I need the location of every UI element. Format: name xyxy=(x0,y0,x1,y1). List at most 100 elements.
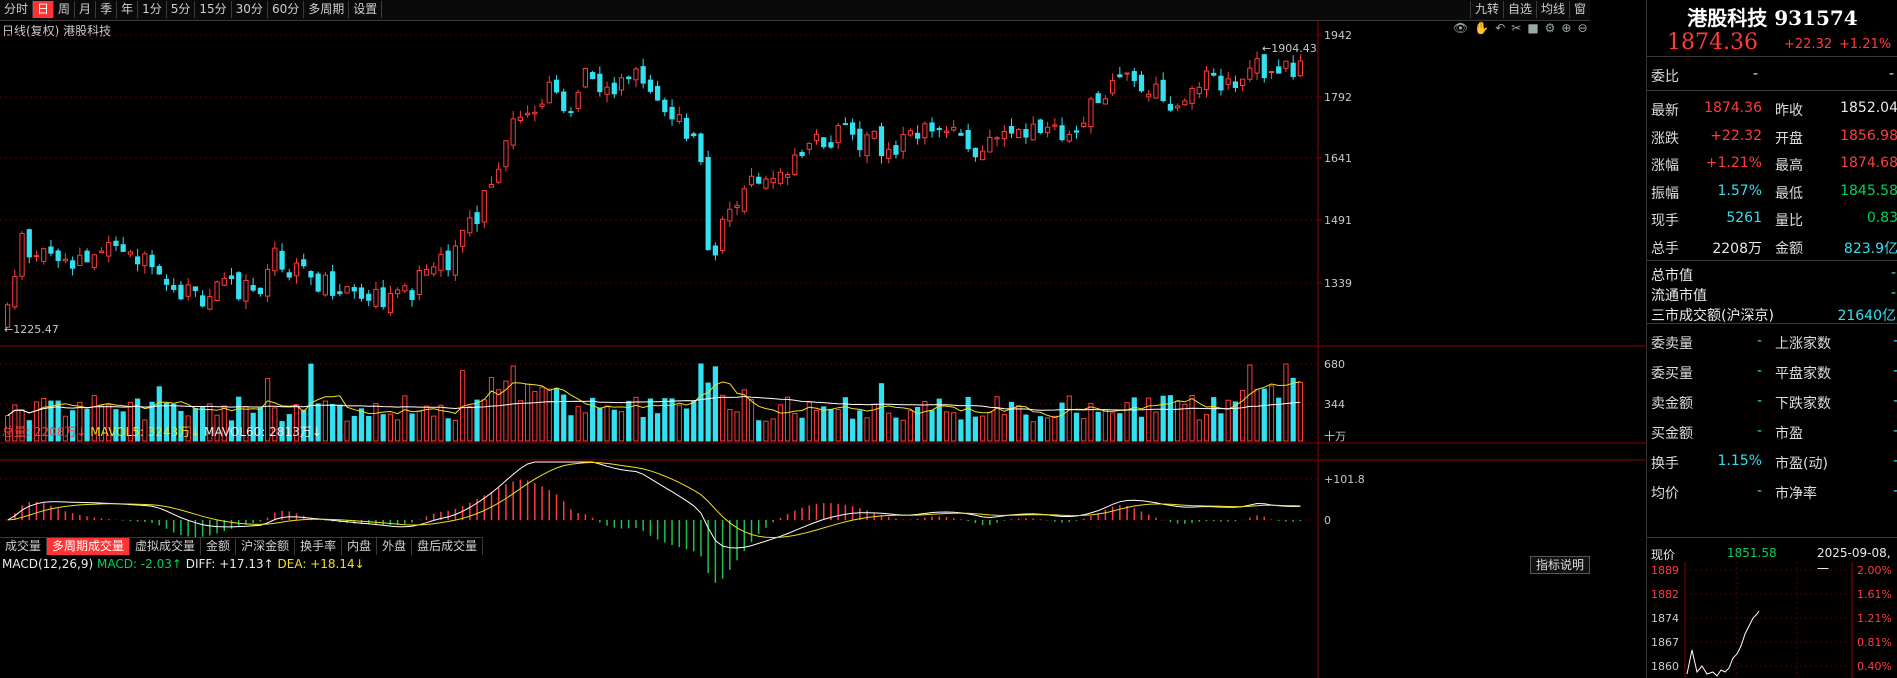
market-label: 总市值 xyxy=(1651,268,1693,284)
volume-bar xyxy=(395,419,401,442)
quote-value: 1845.58 xyxy=(1840,182,1897,199)
minus-circle-icon[interactable]: ⊖ xyxy=(1577,21,1588,35)
volume-bar xyxy=(1290,377,1296,442)
volume-bar xyxy=(980,415,986,442)
volume-bar xyxy=(330,404,336,442)
candle-body xyxy=(438,253,444,271)
period-tab-1[interactable]: 日 xyxy=(33,1,55,18)
candle-body xyxy=(1297,60,1304,77)
indicator-tab-3[interactable]: 金额 xyxy=(201,538,237,555)
volume-bar xyxy=(929,410,935,442)
lock-icon[interactable]: ■ xyxy=(1527,21,1539,35)
indicator-tab-7[interactable]: 外盘 xyxy=(377,538,413,555)
volume-bar xyxy=(373,402,379,442)
candle-body xyxy=(561,91,567,112)
period-tab-8[interactable]: 15分 xyxy=(195,1,232,18)
breadth-row: 均价 - 市净率 - xyxy=(1647,477,1897,505)
period-tab-11[interactable]: 多周期 xyxy=(304,1,350,18)
wei-bi-right: - xyxy=(1888,66,1894,82)
candle-body xyxy=(792,154,798,175)
indicator-tab-0[interactable]: 成交量 xyxy=(0,538,48,555)
period-tab-6[interactable]: 1分 xyxy=(138,1,167,18)
candle-body xyxy=(539,103,545,107)
intraday-right-label: 0.40% xyxy=(1857,660,1892,673)
period-tab-10[interactable]: 60分 xyxy=(268,1,305,18)
candle-body xyxy=(1261,54,1267,79)
candle-body xyxy=(135,256,141,265)
indicator-help-button[interactable]: 指标说明 xyxy=(1530,556,1591,574)
indicator-tab-5[interactable]: 换手率 xyxy=(295,538,343,555)
indicator-tab-4[interactable]: 沪深金额 xyxy=(236,538,296,555)
mavol5-line xyxy=(7,381,1301,419)
right-tools: 九转 自选 均线窗 xyxy=(1469,1,1590,18)
indicator-tab-8[interactable]: 盘后成交量 xyxy=(412,538,484,555)
candle-body xyxy=(344,286,350,294)
period-tab-12[interactable]: 设置 xyxy=(349,1,383,18)
period-tab-3[interactable]: 月 xyxy=(75,1,97,18)
candle-body xyxy=(257,287,263,295)
candle-body xyxy=(582,67,588,88)
period-tab-4[interactable]: 季 xyxy=(96,1,118,18)
undo-icon[interactable]: ↶ xyxy=(1495,21,1506,35)
volume-bar xyxy=(1059,402,1065,442)
breadth-label: 卖金额 xyxy=(1651,396,1693,412)
volume-bar xyxy=(1110,412,1116,442)
candle-body xyxy=(1211,72,1217,76)
indicator-tab-2[interactable]: 虚拟成交量 xyxy=(130,538,202,555)
plus-circle-icon[interactable]: ⊕ xyxy=(1561,21,1572,35)
candle-body xyxy=(893,145,899,155)
indicator-tab-1[interactable]: 多周期成交量 xyxy=(47,538,131,555)
volume-bar xyxy=(380,414,386,442)
scissors-icon[interactable]: ✂ xyxy=(1511,21,1522,35)
volume-bar xyxy=(488,377,495,442)
quote-row: 现手 5261 量比 0.83 xyxy=(1647,204,1897,232)
volume-bar xyxy=(517,400,523,442)
breadth-label: 市净率 xyxy=(1775,486,1817,502)
candle-body xyxy=(48,246,54,254)
period-tab-2[interactable]: 周 xyxy=(54,1,76,18)
candle-body xyxy=(77,254,83,266)
candle-body xyxy=(1102,98,1109,105)
gear-icon[interactable]: ⚙ xyxy=(1544,21,1556,35)
quote-value: 823.9亿 xyxy=(1843,240,1897,257)
volume-bar xyxy=(474,399,480,442)
breadth-label: 市盈(动) xyxy=(1775,456,1828,472)
tool-button-0[interactable]: 九转 xyxy=(1469,1,1503,18)
tool-button-3[interactable]: 窗 xyxy=(1568,1,1590,18)
candle-body xyxy=(315,273,321,292)
volume-bar xyxy=(756,420,762,442)
mavol60-label: MAVOL60: 2813万↓ xyxy=(204,425,322,439)
period-tab-5[interactable]: 年 xyxy=(117,1,139,18)
volume-bar xyxy=(1182,403,1188,442)
period-tab-0[interactable]: 分时 xyxy=(0,1,34,18)
candle-body xyxy=(1095,93,1101,104)
candle-body xyxy=(1254,58,1260,74)
candle-body xyxy=(987,136,993,153)
volume-bar xyxy=(655,413,661,442)
period-tab-7[interactable]: 5分 xyxy=(167,1,196,18)
volume-bar xyxy=(1124,402,1130,442)
volume-bar xyxy=(12,404,18,442)
wei-bi-label: 委比 xyxy=(1651,69,1679,85)
indicator-tab-6[interactable]: 内盘 xyxy=(342,538,378,555)
period-tab-9[interactable]: 30分 xyxy=(232,1,268,18)
volume-bar xyxy=(149,401,155,442)
hand-icon[interactable]: ✋ xyxy=(1474,21,1490,35)
candle-body xyxy=(604,86,610,95)
quote-value: +1.21% xyxy=(1705,155,1762,171)
intraday-label: 现价 xyxy=(1651,548,1676,562)
tool-button-2[interactable]: 均线 xyxy=(1535,1,1569,18)
candle-body xyxy=(279,250,285,270)
breadth-value: - xyxy=(1893,483,1897,499)
candle-body xyxy=(770,177,776,184)
candle-body xyxy=(958,132,964,136)
candle-body xyxy=(192,286,198,292)
tool-button-1[interactable]: 自选 xyxy=(1502,1,1536,18)
volume-bar xyxy=(503,380,509,442)
volume-bar xyxy=(1167,395,1174,442)
candle-body xyxy=(149,254,155,268)
candle-body xyxy=(236,272,242,300)
volume-bar xyxy=(842,397,848,442)
breadth-row: 买金额 - 市盈 - xyxy=(1647,417,1897,445)
eye-icon[interactable]: 👁 xyxy=(1453,21,1469,35)
